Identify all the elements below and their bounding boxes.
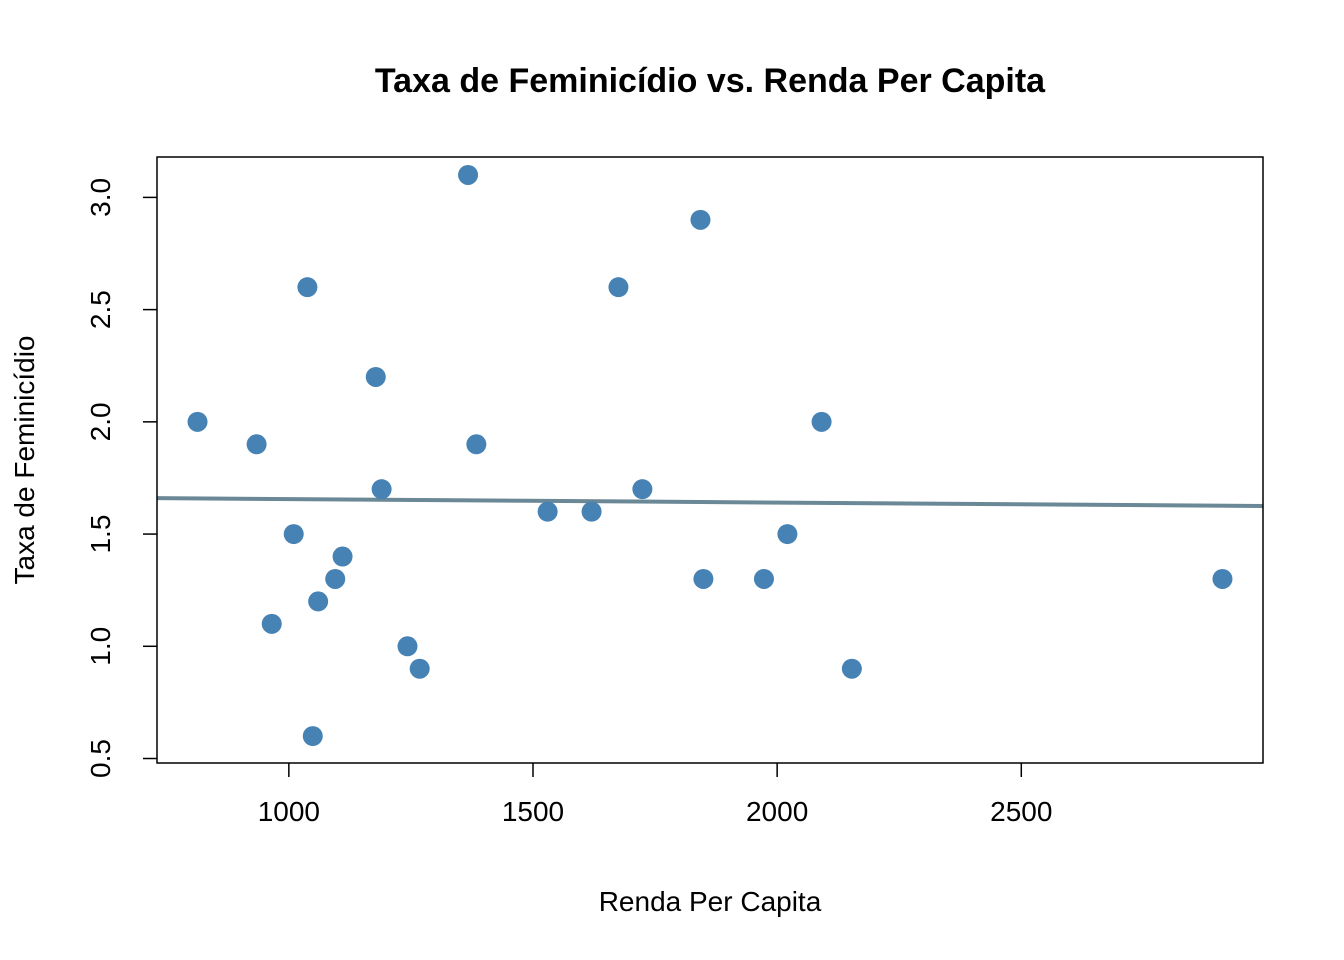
x-tick-label: 2000	[746, 796, 808, 827]
data-point	[332, 546, 353, 567]
data-point	[302, 726, 323, 747]
plot-frame	[156, 156, 1264, 764]
data-point	[841, 658, 862, 679]
data-point	[325, 568, 346, 589]
y-tick-label: 1.0	[85, 627, 116, 666]
data-point	[371, 479, 392, 500]
y-tick-label: 0.5	[85, 739, 116, 778]
data-point	[581, 501, 602, 522]
chart-title: Taxa de Feminicídio vs. Renda Per Capita	[375, 62, 1046, 100]
data-point	[753, 568, 774, 589]
x-axis-label: Renda Per Capita	[599, 886, 822, 917]
x-tick-label: 2500	[990, 796, 1052, 827]
y-axis-label: Taxa de Feminicídio	[9, 335, 40, 584]
data-point	[1212, 568, 1233, 589]
y-tick-label: 1.5	[85, 515, 116, 554]
data-point	[693, 568, 714, 589]
data-point	[409, 658, 430, 679]
x-tick-label: 1500	[502, 796, 564, 827]
regression-line	[156, 496, 1264, 509]
data-point	[777, 524, 798, 545]
data-point	[297, 277, 318, 298]
data-point	[608, 277, 629, 298]
data-point	[632, 479, 653, 500]
data-point	[365, 366, 386, 387]
axis-ticks: 1000 1500 2000 2500 0.5 1.0 1.5 2.0 2.5 3.0	[85, 178, 1052, 827]
y-tick-label: 2.5	[85, 290, 116, 329]
data-point	[537, 501, 558, 522]
y-tick-label: 2.0	[85, 402, 116, 441]
data-point	[308, 591, 329, 612]
y-tick-label: 3.0	[85, 178, 116, 217]
data-point	[283, 524, 304, 545]
data-point	[690, 209, 711, 230]
regression-line-layer	[156, 496, 1264, 509]
data-point	[811, 411, 832, 432]
data-point	[246, 434, 267, 455]
points-layer	[187, 164, 1233, 747]
data-point	[397, 636, 418, 657]
x-tick-label: 1000	[258, 796, 320, 827]
data-point	[458, 164, 479, 185]
data-point	[187, 411, 208, 432]
data-point	[261, 613, 282, 634]
data-point	[466, 434, 487, 455]
